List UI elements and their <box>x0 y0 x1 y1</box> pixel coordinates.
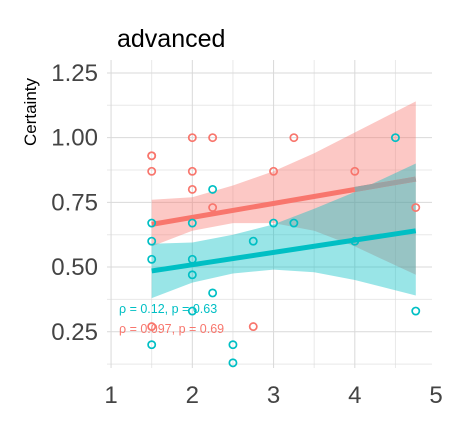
fit-line <box>151 228 417 274</box>
data-point <box>187 218 197 228</box>
data-point <box>269 166 279 176</box>
data-point <box>147 340 157 350</box>
data-point <box>147 254 157 264</box>
data-point <box>187 270 197 280</box>
confidence-band <box>151 101 416 275</box>
data-point <box>187 133 197 143</box>
data-point <box>187 306 197 316</box>
x-tick-label: 2 <box>186 382 199 409</box>
x-tick-label: 3 <box>267 382 280 409</box>
data-point <box>350 166 360 176</box>
fit-lines <box>151 176 417 274</box>
data-point <box>208 133 218 143</box>
correlation-annotation-red: ρ = 0.097, p = 0.69 <box>119 322 224 336</box>
correlation-annotation-teal: ρ = 0.12, p = 0.63 <box>119 302 217 316</box>
data-point <box>411 306 421 316</box>
data-point <box>228 358 238 368</box>
fit-line-overlap <box>354 176 417 192</box>
confidence-band <box>151 163 416 299</box>
data-point <box>208 203 218 212</box>
y-tick-label: 0.25 <box>51 319 98 346</box>
data-point <box>147 218 157 228</box>
x-tick-label: 5 <box>429 382 442 409</box>
data-point <box>208 288 218 298</box>
data-point <box>350 236 360 246</box>
data-point <box>187 166 197 176</box>
y-tick-label: 0.50 <box>51 254 98 281</box>
annotations: ρ = 0.12, p = 0.63 ρ = 0.097, p = 0.69 <box>119 302 224 336</box>
y-tick-label: 1.00 <box>51 125 98 152</box>
data-point <box>390 133 400 143</box>
data-point <box>187 254 197 264</box>
y-axis-label: Certainty <box>21 77 40 146</box>
data-points <box>147 133 421 368</box>
tick-labels: 1 2 3 4 5 0.25 0.50 0.75 1.00 1.25 <box>51 60 442 409</box>
data-point <box>289 218 299 228</box>
x-tick-label: 4 <box>348 382 361 409</box>
confidence-bands <box>151 101 416 299</box>
data-point <box>289 133 299 143</box>
data-point <box>248 322 258 332</box>
chart-title: advanced <box>117 25 225 53</box>
data-point <box>228 340 238 350</box>
data-point <box>248 236 258 246</box>
y-tick-label: 1.25 <box>51 60 98 87</box>
data-point <box>147 151 157 161</box>
data-point <box>147 236 157 246</box>
x-tick-label: 1 <box>104 382 117 409</box>
data-point <box>147 166 157 176</box>
grid <box>107 60 432 368</box>
data-point <box>411 203 421 212</box>
data-point <box>269 218 279 228</box>
data-point <box>187 184 197 194</box>
data-point <box>208 184 218 194</box>
y-tick-label: 0.75 <box>51 189 98 216</box>
data-point <box>147 322 157 332</box>
